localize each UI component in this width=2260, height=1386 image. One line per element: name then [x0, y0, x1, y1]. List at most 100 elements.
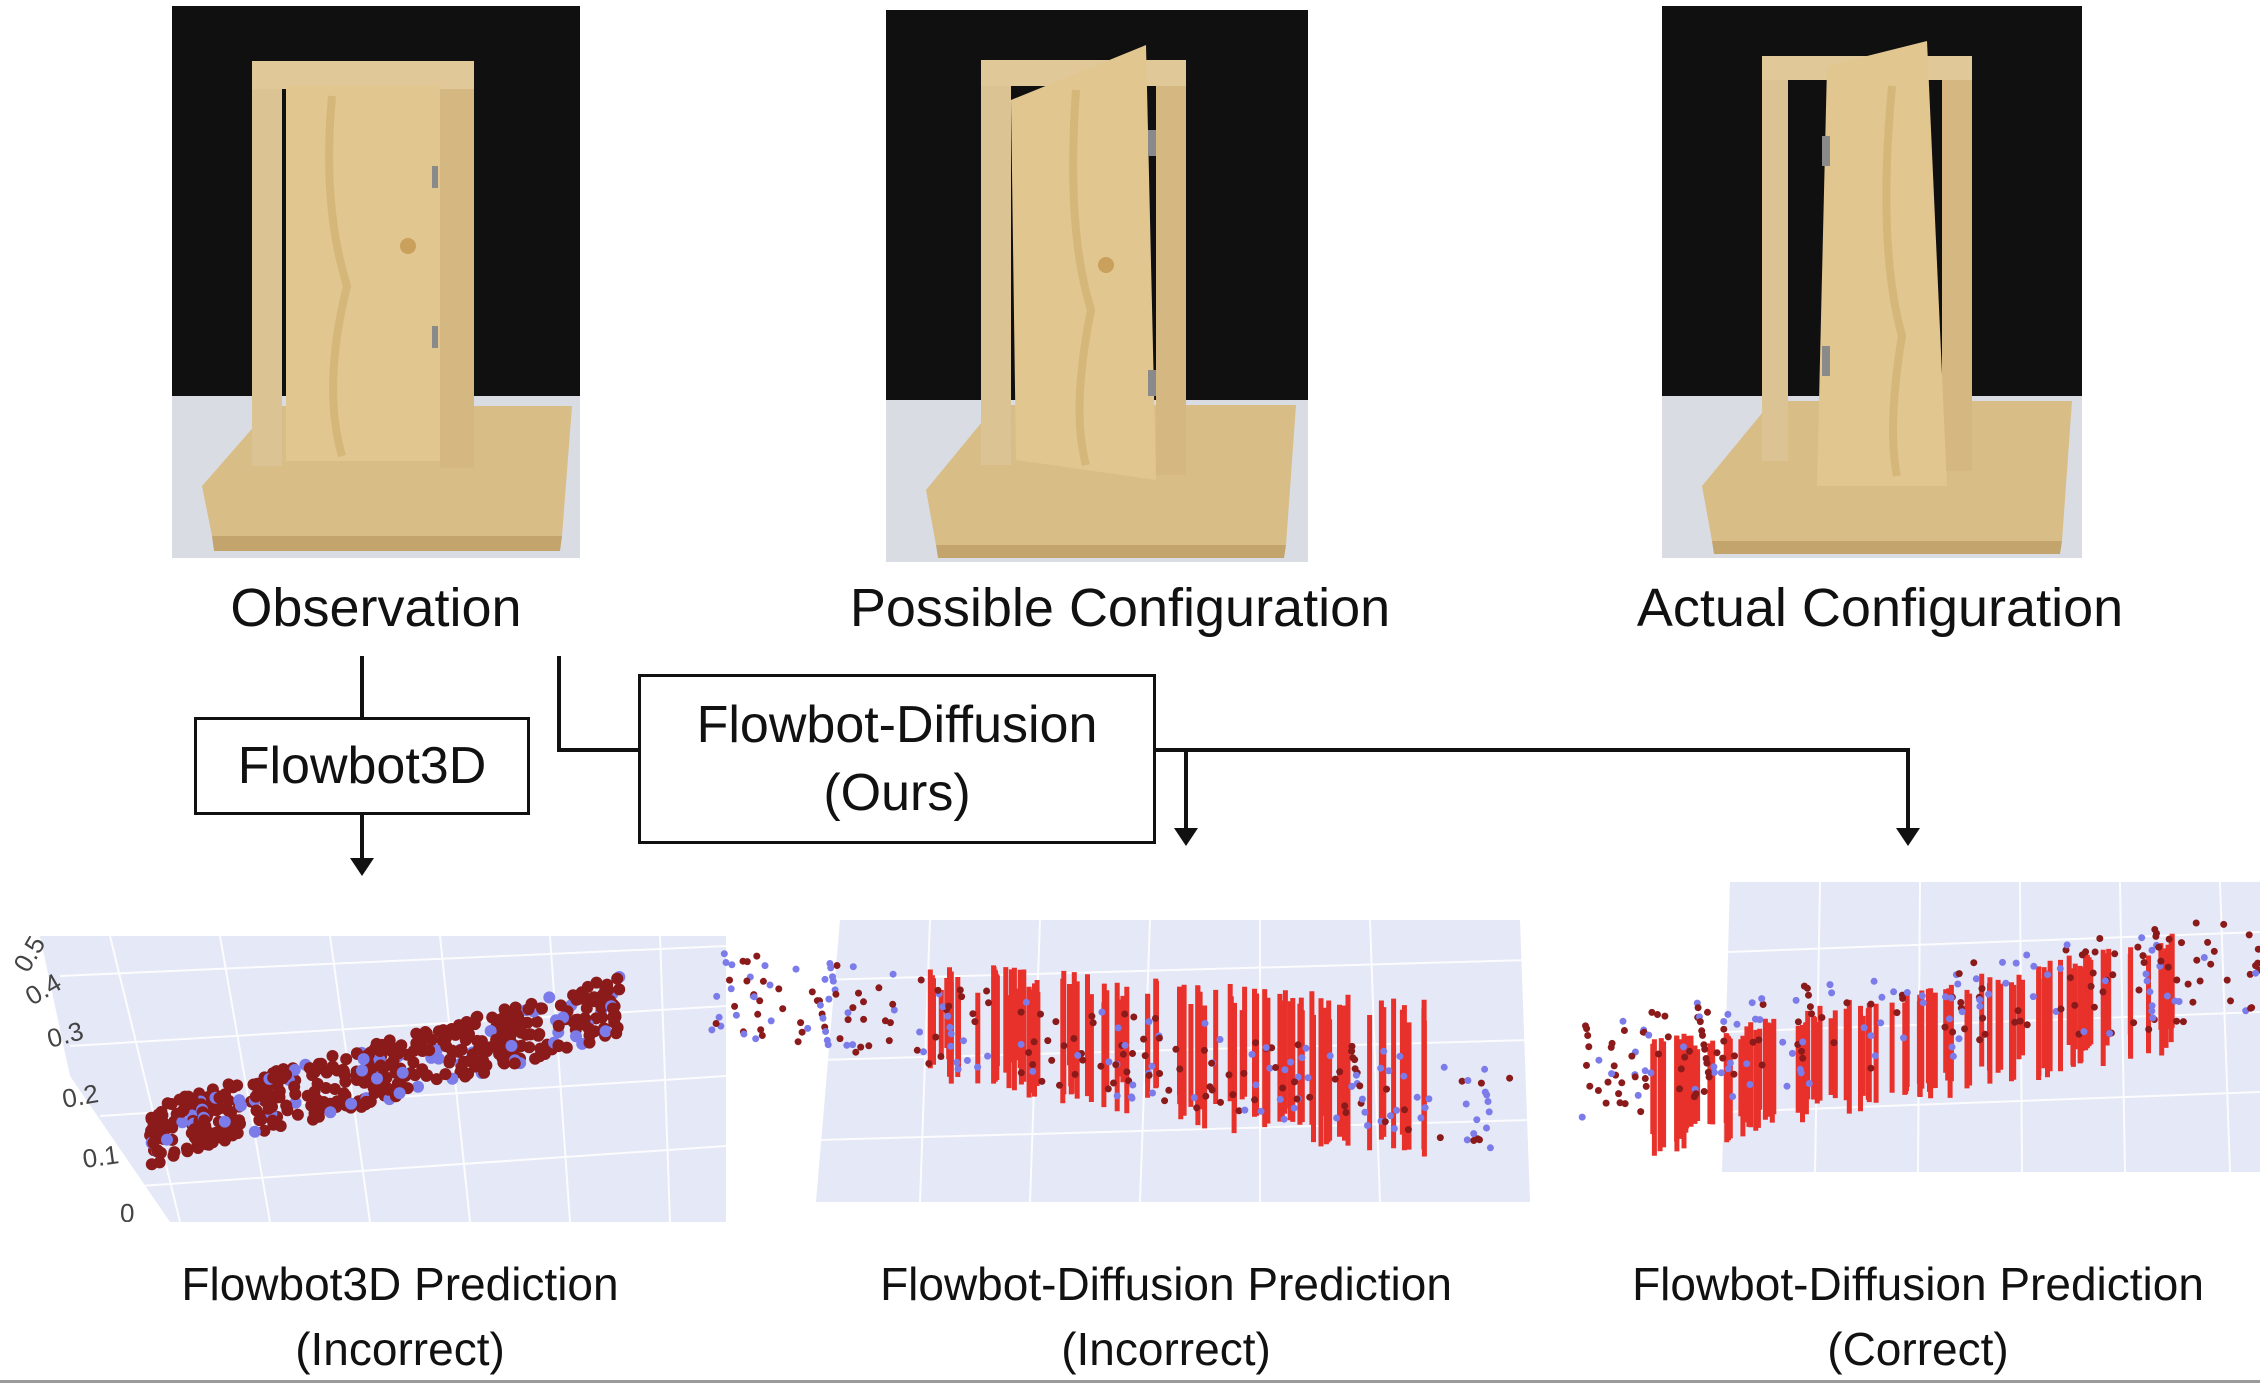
cloud-point: [816, 1001, 824, 1009]
cloud-point: [759, 977, 767, 985]
pred3-caption: Flowbot-Diffusion Prediction (Correct): [1578, 1252, 2258, 1382]
cloud-point: [953, 1058, 961, 1066]
cloud-point: [1705, 1073, 1713, 1081]
cloud-point: [267, 1071, 280, 1084]
cloud-point: [2014, 1007, 2022, 1015]
cloud-point: [320, 1066, 333, 1079]
cloud-point: [1619, 1017, 1627, 1025]
cloud-point: [543, 991, 556, 1004]
cloud-point: [794, 1038, 802, 1046]
cloud-point: [410, 1027, 423, 1040]
cloud-point: [1578, 1113, 1586, 1121]
cloud-point: [2210, 947, 2218, 955]
cloud-point: [1477, 1079, 1485, 1087]
cloud-point: [750, 993, 758, 1001]
cloud-point: [875, 984, 883, 992]
cloud-point: [2227, 997, 2234, 1005]
cloud-point: [1618, 1079, 1626, 1087]
cloud-point: [368, 1042, 381, 1055]
cloud-point: [1200, 1046, 1208, 1054]
cloud-point: [258, 1124, 271, 1137]
cloud-point: [1729, 1093, 1737, 1100]
cloud-point: [1710, 1068, 1718, 1076]
cloud-point: [1878, 993, 1886, 1001]
cloud-point: [226, 1129, 239, 1142]
cloud-point: [324, 1106, 337, 1119]
cloud-point: [271, 1091, 284, 1104]
cloud-point: [274, 1120, 287, 1132]
cloud-point: [2173, 1017, 2181, 1025]
cloud-point: [583, 1036, 596, 1049]
cloud-point: [369, 1084, 382, 1097]
plot2-points: [708, 950, 1514, 1157]
cloud-point: [1470, 1130, 1478, 1138]
cloud-point: [2139, 952, 2147, 960]
cloud-point: [175, 1105, 188, 1118]
cloud-point: [1089, 1019, 1097, 1027]
cloud-point: [844, 1016, 852, 1024]
cloud-point: [2173, 976, 2181, 984]
cloud-point: [216, 1132, 228, 1144]
cloud-point: [1326, 1052, 1334, 1060]
cloud-point: [1114, 1024, 1122, 1032]
cloud-point: [599, 1025, 612, 1038]
cloud-point: [1152, 1014, 1159, 1022]
cloud-point: [1720, 1018, 1728, 1025]
cloud-point: [1149, 1089, 1156, 1097]
cloud-point: [1298, 1054, 1306, 1062]
cloud-point: [2011, 1018, 2019, 1026]
cloud-point: [1425, 1095, 1433, 1103]
cloud-point: [947, 1030, 955, 1038]
cloud-point: [1052, 1018, 1060, 1026]
cloud-point: [1217, 1098, 1224, 1106]
cloud-point: [606, 1002, 619, 1015]
cloud-point: [419, 1026, 432, 1038]
cloud-point: [1176, 1065, 1184, 1073]
cloud-point: [1595, 1056, 1603, 1064]
cloud-point: [761, 962, 769, 970]
cloud-point: [860, 998, 867, 1006]
cloud-point: [1421, 1104, 1429, 1112]
cloud-point: [1130, 1013, 1138, 1021]
cloud-point: [849, 1041, 857, 1049]
cloud-point: [1919, 999, 1927, 1007]
cloud-point: [963, 1057, 971, 1064]
cloud-point: [792, 965, 800, 973]
cloud-point: [832, 990, 840, 998]
cloud-point: [722, 959, 730, 966]
cloud-point: [1121, 1041, 1129, 1049]
cloud-point: [1193, 1104, 1201, 1112]
cloud-point: [852, 1048, 860, 1056]
cloud-point: [1257, 1107, 1265, 1115]
cloud-point: [1483, 1091, 1491, 1099]
cloud-point: [757, 1026, 765, 1034]
cloud-point: [739, 957, 747, 965]
cloud-point: [1681, 1053, 1689, 1061]
cloud-point: [1190, 1094, 1198, 1102]
cloud-point: [2002, 979, 2010, 987]
cloud-point: [529, 1052, 542, 1065]
cloud-point: [613, 983, 626, 996]
cloud-point: [1251, 1096, 1259, 1104]
cloud-point: [2152, 932, 2160, 940]
cloud-point: [885, 1037, 893, 1045]
cloud-point: [1583, 1061, 1590, 1069]
cloud-point: [155, 1105, 168, 1118]
cloud-point: [1724, 1010, 1732, 1018]
cloud-point: [1396, 1052, 1404, 1060]
cloud-point: [233, 1114, 246, 1127]
cloud-point: [515, 1026, 528, 1039]
plot3-points: [1578, 919, 2260, 1156]
cloud-point: [1377, 1064, 1385, 1072]
closed-door-image: [172, 6, 580, 558]
cloud-point: [1759, 1001, 1767, 1008]
cloud-point: [355, 1100, 368, 1113]
cloud-point: [1017, 1008, 1025, 1016]
cloud-point: [708, 1026, 716, 1034]
cloud-point: [797, 1019, 805, 1027]
cloud-point: [1229, 1091, 1237, 1099]
cloud-point: [1720, 1037, 1728, 1045]
cloud-point: [153, 1156, 166, 1169]
cloud-point: [1172, 1045, 1180, 1053]
cloud-point: [1867, 1064, 1875, 1072]
